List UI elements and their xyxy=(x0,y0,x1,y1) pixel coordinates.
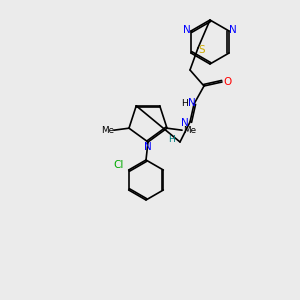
Text: N: N xyxy=(144,142,152,152)
Text: Cl: Cl xyxy=(113,160,124,170)
Text: Me: Me xyxy=(101,126,115,135)
Text: Me: Me xyxy=(184,126,196,135)
Text: O: O xyxy=(224,77,232,87)
Text: S: S xyxy=(199,45,205,55)
Text: N: N xyxy=(181,118,189,128)
Text: H: H xyxy=(169,134,176,143)
Text: N: N xyxy=(188,98,196,108)
Text: H: H xyxy=(182,98,188,107)
Text: N: N xyxy=(183,25,191,35)
Text: N: N xyxy=(229,25,237,35)
